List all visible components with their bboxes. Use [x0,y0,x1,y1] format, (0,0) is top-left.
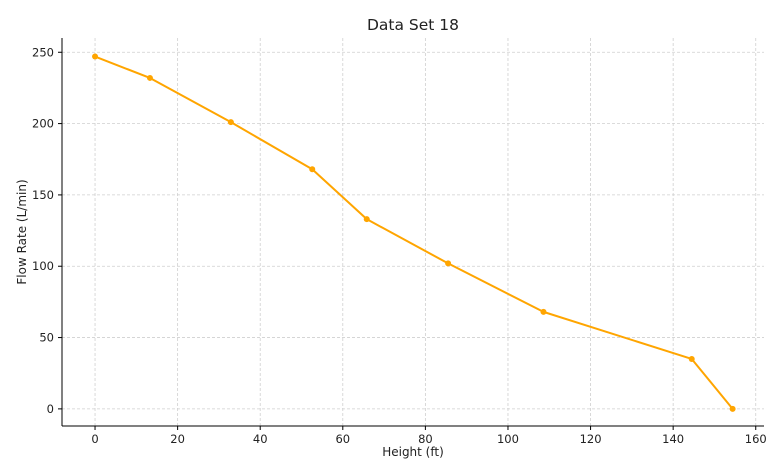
x-axis-ticks: 0 20 40 60 80 100 120 140 160 [91,426,767,446]
y-axis-ticks: 0 50 100 150 200 250 [32,45,62,416]
data-point [227,119,234,126]
data-point [363,216,370,223]
y-tick-label: 100 [32,259,54,273]
chart-title: Data Set 18 [367,16,459,34]
data-point [92,53,99,60]
y-tick-label: 0 [47,402,54,416]
data-point [729,405,736,412]
x-axis-label: Height (ft) [382,445,444,459]
series-group [92,53,736,412]
data-point [688,355,695,362]
x-tick-label: 160 [745,432,767,446]
x-tick-label: 0 [91,432,98,446]
data-point [540,308,547,315]
y-tick-label: 200 [32,117,54,131]
data-point [445,260,452,267]
y-tick-label: 150 [32,188,54,202]
x-tick-label: 100 [497,432,519,446]
x-tick-label: 40 [253,432,268,446]
x-tick-label: 60 [335,432,350,446]
y-axis-label: Flow Rate (L/min) [15,179,29,284]
data-point [146,74,153,81]
y-tick-label: 50 [39,331,54,345]
data-point [309,166,316,173]
axes [61,38,764,427]
series-line [94,55,734,410]
x-tick-label: 80 [418,432,433,446]
x-tick-label: 120 [580,432,602,446]
grid-lines [62,38,764,426]
y-tick-label: 250 [32,45,54,59]
x-tick-label: 20 [170,432,185,446]
x-tick-label: 140 [662,432,684,446]
